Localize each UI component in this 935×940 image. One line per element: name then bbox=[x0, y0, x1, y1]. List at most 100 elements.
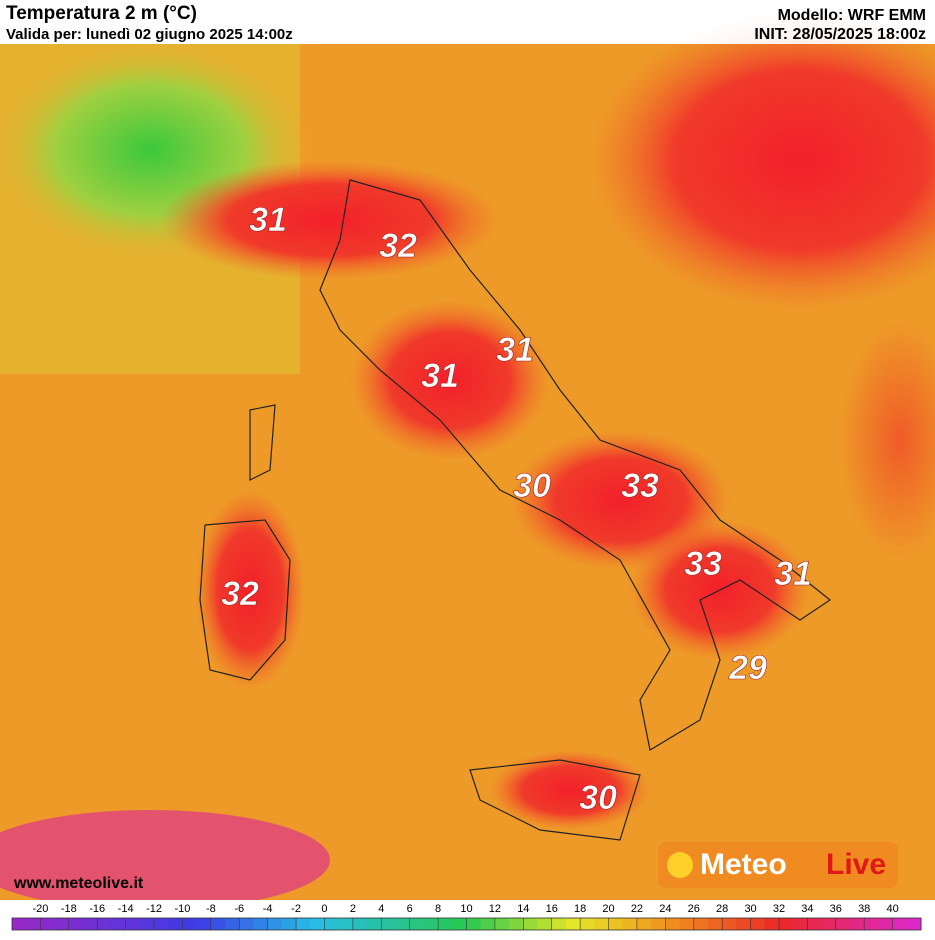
scale-segment bbox=[864, 918, 879, 930]
scale-segment bbox=[296, 918, 311, 930]
temperature-label: 33 bbox=[621, 467, 659, 505]
map-area bbox=[0, 10, 935, 910]
scale-segment bbox=[68, 918, 84, 930]
scale-segment bbox=[807, 918, 823, 930]
coastline bbox=[319, 179, 832, 751]
temperature-label: 29 bbox=[728, 649, 767, 687]
scale-segment bbox=[693, 918, 709, 930]
model: Modello: WRF EMM bbox=[778, 7, 926, 24]
scale-segment bbox=[12, 918, 27, 930]
scale-segment bbox=[651, 918, 666, 930]
scale-segment bbox=[154, 918, 169, 930]
hot-region bbox=[160, 160, 500, 280]
scale-segment bbox=[821, 918, 837, 930]
temperature-label: 31 bbox=[421, 357, 459, 395]
scale-tick-label: 0 bbox=[321, 903, 327, 915]
scale-segment bbox=[125, 918, 141, 930]
scale-tick-label: 34 bbox=[801, 903, 813, 915]
scale-segment bbox=[210, 918, 226, 930]
scale-tick-label: 30 bbox=[744, 903, 756, 915]
scale-tick-label: 16 bbox=[546, 903, 558, 915]
scale-segment bbox=[764, 918, 780, 930]
coastline bbox=[469, 759, 641, 841]
scale-tick-label: 18 bbox=[574, 903, 586, 915]
temperature-label: 30 bbox=[513, 467, 551, 505]
very-hot-region bbox=[0, 810, 330, 910]
scale-segment bbox=[26, 918, 41, 930]
scale-segment bbox=[580, 918, 595, 930]
scale-segment bbox=[793, 918, 808, 930]
scale-segment bbox=[551, 918, 567, 930]
warm-region bbox=[840, 320, 935, 560]
scale-segment bbox=[54, 918, 70, 930]
scale-tick-label: 26 bbox=[688, 903, 700, 915]
title: Temperatura 2 m (°C) bbox=[6, 3, 197, 24]
temperature-label: 32 bbox=[379, 227, 417, 265]
scale-tick-label: 36 bbox=[830, 903, 842, 915]
scale-segment bbox=[636, 918, 652, 930]
scale-segment bbox=[736, 918, 752, 930]
scale-segment bbox=[835, 918, 851, 930]
scale-segment bbox=[537, 918, 553, 930]
scale-segment bbox=[381, 918, 396, 930]
logo-box bbox=[658, 842, 898, 888]
coastline bbox=[249, 404, 276, 481]
scale-segment bbox=[267, 918, 283, 930]
scale-segment bbox=[239, 918, 254, 930]
logo-text: Live bbox=[826, 848, 886, 881]
logo-text: Meteo bbox=[700, 848, 787, 881]
temperature-label: 32 bbox=[221, 575, 259, 613]
scale-segment bbox=[722, 918, 737, 930]
scale-segment bbox=[324, 918, 340, 930]
scale-tick-label: -4 bbox=[263, 903, 273, 915]
scale-segment bbox=[622, 918, 638, 930]
scale-tick-label: 4 bbox=[378, 903, 384, 915]
color-scale: -20 -18 -16 -14 -12 -10 -8 -6 -4 -2 0 2 4 6 8 10 12 14 16 1… bbox=[11, 903, 922, 931]
logo-sun bbox=[667, 852, 693, 878]
scale-segment bbox=[253, 918, 269, 930]
scale-segment bbox=[849, 918, 865, 930]
scale-segment bbox=[523, 918, 539, 930]
scale-tick-label: -20 bbox=[32, 903, 48, 915]
scale-tick-label: 22 bbox=[631, 903, 643, 915]
logo: Meteo Live bbox=[658, 842, 898, 888]
scale-segment bbox=[509, 918, 524, 930]
scale-tick-label: 8 bbox=[435, 903, 441, 915]
scale-segment bbox=[97, 918, 112, 930]
header-band bbox=[0, 0, 935, 44]
scale-segment bbox=[750, 918, 766, 930]
hot-region bbox=[590, 10, 935, 310]
scale-tick-label: 38 bbox=[858, 903, 870, 915]
scale-tick-label: -2 bbox=[291, 903, 301, 915]
hot-region bbox=[490, 750, 650, 830]
scale-segment bbox=[338, 918, 354, 930]
scale-tick-label: 12 bbox=[489, 903, 501, 915]
scale-segment bbox=[182, 918, 198, 930]
scale-segment bbox=[395, 918, 411, 930]
scale-tick-label: 24 bbox=[659, 903, 671, 915]
scale-segment bbox=[352, 918, 368, 930]
hot-region bbox=[350, 300, 550, 460]
scale-segment bbox=[196, 918, 212, 930]
scale-segment bbox=[281, 918, 297, 930]
scale-tick-label: -12 bbox=[146, 903, 162, 915]
scale-segment bbox=[665, 918, 681, 930]
temperature-label: 31 bbox=[249, 201, 287, 239]
scale-tick-label: 20 bbox=[602, 903, 614, 915]
scale-segment bbox=[565, 918, 581, 930]
temperature-labels: 31 32 31 31 30 33 33 31 32 29 30 bbox=[221, 201, 812, 818]
scale-segment bbox=[452, 918, 467, 930]
scale-segment bbox=[480, 918, 496, 930]
website: www.meteolive.it bbox=[13, 875, 144, 892]
temperature-label: 33 bbox=[684, 545, 722, 583]
scale-segment bbox=[423, 918, 439, 930]
valid-time: Valida per: lunedì 02 giugno 2025 14:00z bbox=[6, 26, 293, 43]
scale-segment bbox=[111, 918, 127, 930]
scale-tick-label: -6 bbox=[234, 903, 244, 915]
scale-tick-label: 10 bbox=[460, 903, 472, 915]
scale-segment bbox=[438, 918, 453, 930]
scale-segment bbox=[83, 918, 98, 930]
coastline bbox=[199, 519, 291, 681]
scale-tick-label: -16 bbox=[89, 903, 105, 915]
